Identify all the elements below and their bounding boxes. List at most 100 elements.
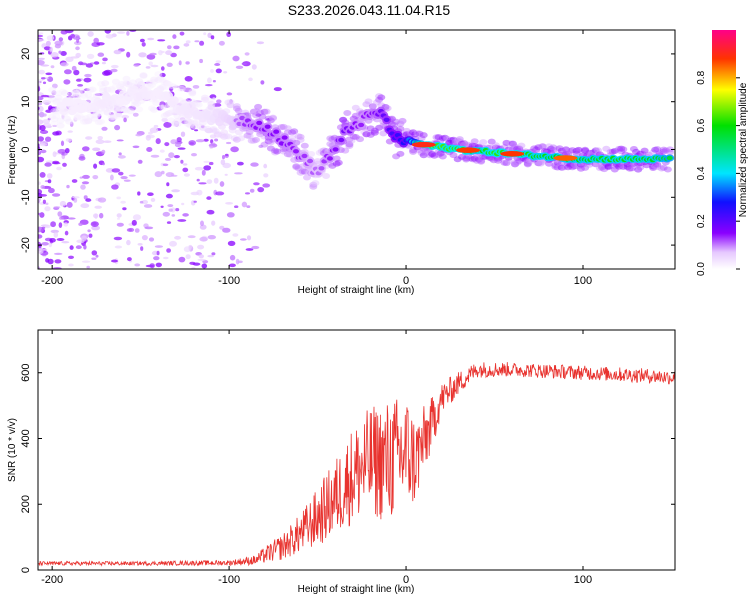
ridge-halo [568,147,577,154]
noise-speckle [230,146,239,153]
noise-speckle [194,129,199,132]
noise-speckle [38,136,44,142]
ridge-mid [256,120,263,126]
noise-speckle [197,244,205,250]
ridge-halo [426,152,435,159]
noise-speckle [246,235,252,241]
ridge-halo [368,103,377,110]
ridge-halo [657,165,666,172]
ridge-halo [447,137,456,144]
ridge-halo [610,163,619,170]
noise-speckle [174,235,182,240]
ridge-halo [587,150,596,156]
noise-speckle [111,184,119,190]
noise-speckle [245,192,250,195]
noise-speckle [188,244,193,249]
ridge-halo [415,130,424,137]
ridge-halo [254,103,263,110]
ridge-halo [309,181,318,188]
ridge-halo [328,162,337,169]
noise-speckle [147,37,155,41]
ridge-halo [152,100,161,106]
noise-speckle [210,35,215,40]
ridge-halo [370,129,379,136]
colorbar-ticks: 0.0 0.2 0.4 0.6 0.8 [696,70,740,276]
ridge-outer [59,106,69,116]
noise-speckle [126,239,131,246]
noise-speckle [253,182,260,186]
ridge-halo [230,135,239,142]
ridge-peak [553,155,578,161]
colorbar-tick-label: 0.4 [696,166,707,180]
ridge-halo [651,146,660,153]
ridge-halo [232,136,241,143]
ridge-halo [114,112,122,119]
ridge-halo [160,79,169,86]
ridge-halo [477,158,486,165]
noise-speckle [113,49,122,55]
noise-speckle [49,238,56,243]
ridge-mid [307,158,314,164]
ridge-halo [54,94,63,101]
ridge-halo [111,78,120,85]
noise-speckle [58,37,64,42]
ridge-halo [373,99,381,106]
ridge-halo [517,142,526,149]
ridge-halo [186,118,195,125]
ridge-halo [158,84,167,91]
noise-speckle [156,250,160,256]
ridge-halo [50,120,59,127]
noise-speckle [229,254,236,261]
ridge-halo [171,120,180,127]
ridge-halo [538,143,547,150]
noise-speckle [57,149,67,154]
ridge-halo [190,123,199,129]
noise-speckle [251,64,257,70]
ridge-halo [226,99,235,106]
noise-speckle [53,206,61,209]
noise-speckle [214,63,221,66]
noise-speckle [56,238,65,241]
ridge-halo [269,114,277,121]
noise-speckle [63,79,71,85]
ridge-halo [300,168,309,175]
noise-speckle [145,134,151,141]
ridge-halo [343,110,352,116]
noise-speckle [161,117,168,123]
noise-speckle [170,52,177,58]
noise-speckle [68,255,74,259]
ridge-halo [602,145,611,152]
ridge-halo [392,118,401,125]
noise-speckle [260,80,265,85]
ridge-mid [666,155,673,161]
noise-speckle [94,93,104,96]
y-tick-label: 0 [20,567,32,573]
ridge-halo [407,129,415,136]
snr-series-line [38,362,675,567]
ridge-halo [56,117,65,124]
noise-speckle [187,235,196,239]
ridge-halo [224,133,233,140]
noise-speckle [168,152,175,159]
noise-speckle [60,140,65,147]
ridge-halo [73,114,82,121]
ridge-halo [264,115,273,122]
ridge-halo [58,88,67,95]
ridge-halo [619,146,628,153]
ridge-mid [273,129,280,134]
ridge-halo [362,101,371,108]
ridge-halo [432,134,441,141]
ridge-halo [97,80,105,87]
noise-speckle [104,30,111,34]
ridge-halo [351,112,360,119]
noise-speckle [50,221,56,228]
noise-speckle [148,237,155,242]
noise-speckle [93,163,98,169]
noise-speckle [61,241,70,244]
noise-speckle [182,213,189,217]
noise-speckle [45,136,52,142]
noise-speckle [131,219,137,226]
noise-speckle [223,71,228,74]
noise-speckle [159,149,165,153]
noise-speckle [201,263,208,269]
